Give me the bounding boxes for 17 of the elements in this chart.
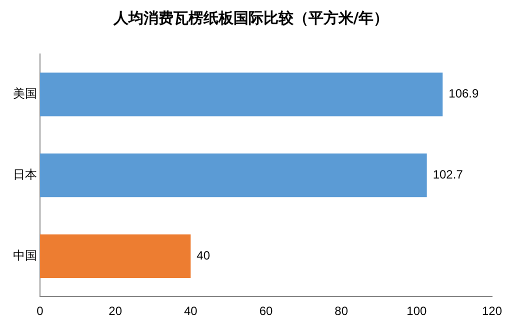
chart-title: 人均消费瓦楞纸板国际比较（平方米/年） xyxy=(112,8,389,27)
x-tick-label: 20 xyxy=(108,304,122,318)
bar xyxy=(40,72,443,116)
y-tick-label: 美国 xyxy=(13,86,37,101)
x-tick-label: 120 xyxy=(482,304,502,318)
y-tick-label: 日本 xyxy=(13,167,37,182)
x-tick-label: 0 xyxy=(36,304,44,318)
data-label: 106.9 xyxy=(448,86,480,101)
data-label: 102.7 xyxy=(432,168,464,182)
x-tick-label: 100 xyxy=(406,304,427,318)
x-tick-label: 40 xyxy=(184,304,198,318)
bar xyxy=(40,234,191,278)
y-tick-label: 中国 xyxy=(13,248,37,262)
data-label: 40 xyxy=(196,248,210,262)
x-tick-label: 60 xyxy=(259,304,273,318)
x-tick-label: 80 xyxy=(334,304,348,318)
bar xyxy=(40,153,427,198)
